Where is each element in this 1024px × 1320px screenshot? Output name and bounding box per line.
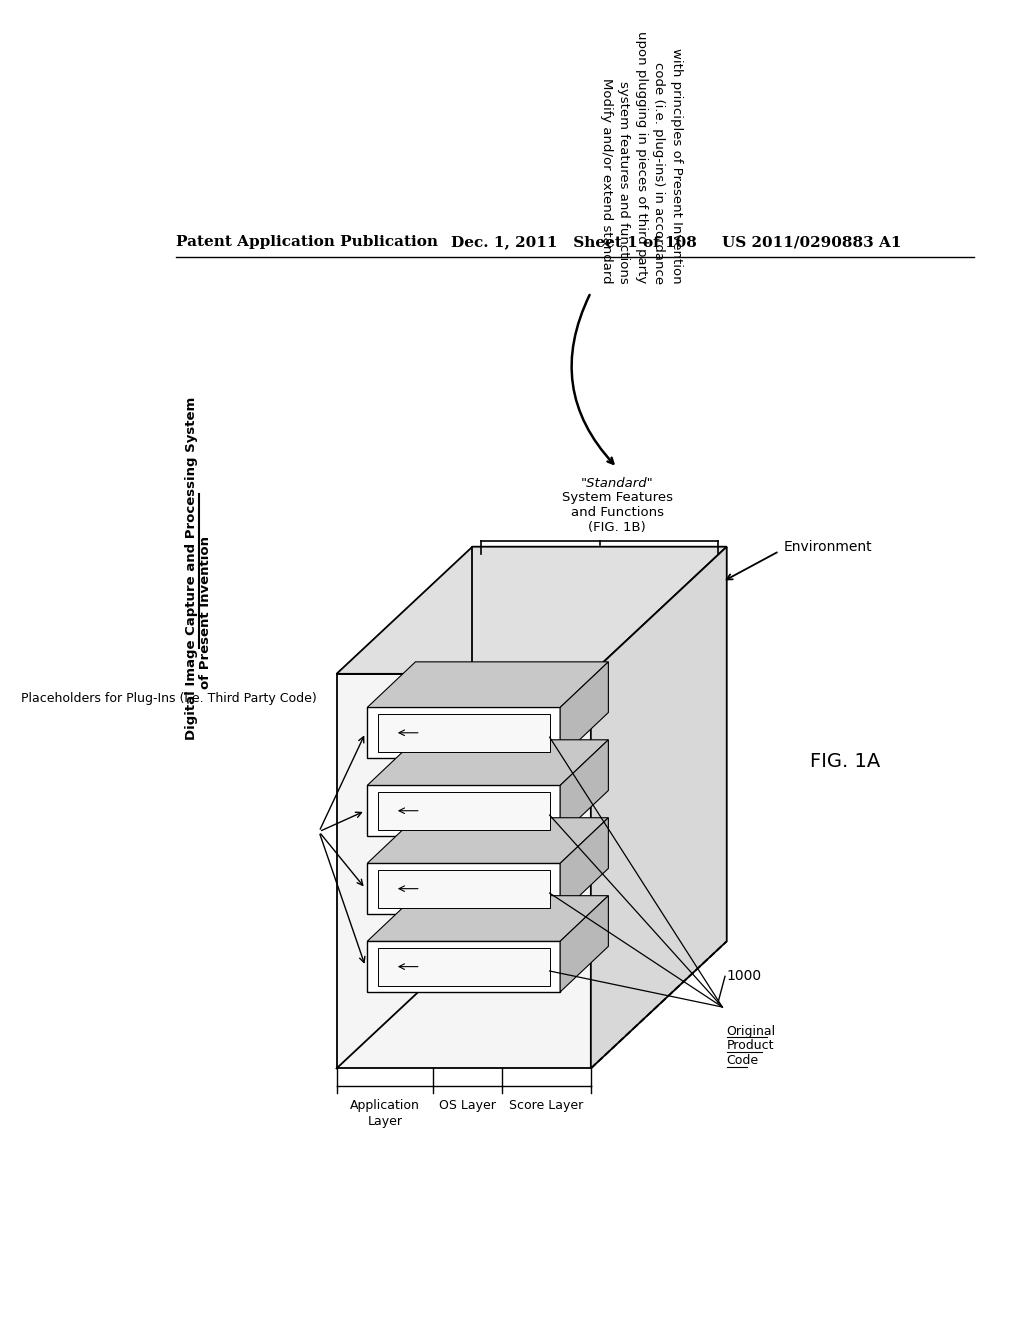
Text: Original: Original	[727, 1024, 776, 1038]
Polygon shape	[591, 546, 727, 1068]
Polygon shape	[560, 818, 608, 913]
Polygon shape	[378, 714, 550, 752]
Text: System Features: System Features	[561, 491, 673, 504]
Text: OS Layer: OS Layer	[439, 1100, 496, 1113]
Polygon shape	[560, 739, 608, 836]
Polygon shape	[337, 673, 591, 1068]
Polygon shape	[368, 785, 560, 836]
Polygon shape	[368, 941, 560, 991]
Text: Modify and/or extend standard: Modify and/or extend standard	[600, 78, 612, 284]
Polygon shape	[337, 546, 727, 673]
Text: Digital Image Capture and Processing System: Digital Image Capture and Processing Sys…	[185, 397, 199, 741]
Polygon shape	[368, 818, 608, 863]
Text: Patent Application Publication: Patent Application Publication	[176, 235, 438, 249]
Polygon shape	[368, 708, 560, 758]
Text: Dec. 1, 2011   Sheet 1 of 108: Dec. 1, 2011 Sheet 1 of 108	[451, 235, 696, 249]
Text: Environment: Environment	[783, 540, 872, 553]
Polygon shape	[560, 661, 608, 758]
Text: FIG. 1A: FIG. 1A	[810, 752, 881, 771]
Text: 1000: 1000	[727, 969, 762, 983]
Polygon shape	[368, 661, 608, 708]
Text: US 2011/0290883 A1: US 2011/0290883 A1	[722, 235, 902, 249]
Text: Placeholders for Plug-Ins (i.e. Third Party Code): Placeholders for Plug-Ins (i.e. Third Pa…	[20, 692, 316, 705]
Polygon shape	[368, 863, 560, 913]
Text: Code: Code	[727, 1055, 759, 1068]
Text: "Standard": "Standard"	[581, 477, 653, 490]
Polygon shape	[378, 870, 550, 908]
Polygon shape	[378, 792, 550, 830]
Text: Product: Product	[727, 1039, 774, 1052]
Text: system features and functions: system features and functions	[617, 81, 630, 284]
Text: Score Layer: Score Layer	[509, 1100, 584, 1113]
Text: of Present Invention: of Present Invention	[199, 536, 212, 689]
Text: upon plugging in pieces of third party: upon plugging in pieces of third party	[635, 32, 647, 284]
Text: code (i.e. plug-ins) in accordance: code (i.e. plug-ins) in accordance	[652, 62, 666, 284]
Text: Application
Layer: Application Layer	[350, 1100, 420, 1129]
Polygon shape	[368, 896, 608, 941]
Polygon shape	[378, 948, 550, 986]
Polygon shape	[368, 739, 608, 785]
Text: with principles of Present Invention: with principles of Present Invention	[670, 48, 683, 284]
Polygon shape	[560, 896, 608, 991]
Text: and Functions: and Functions	[570, 507, 664, 519]
Text: (FIG. 1B): (FIG. 1B)	[588, 521, 646, 535]
